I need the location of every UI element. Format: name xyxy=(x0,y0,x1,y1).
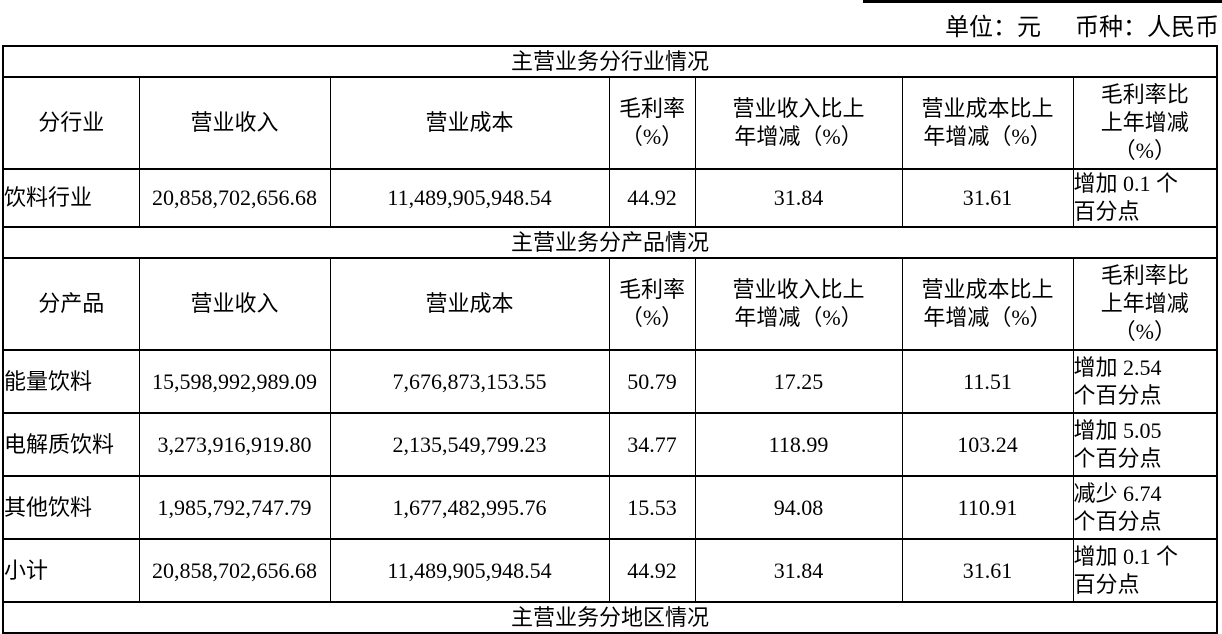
margin-change-cell: 减少 6.74 个百分点 xyxy=(1072,475,1218,540)
value-cell: 31.84 xyxy=(694,538,903,603)
row-label: 小计 xyxy=(2,538,140,603)
table-body: 主营业务分行业情况 分行业 营业收入 营业成本 毛利率 （%） 营业收入比上 年增减（%）… xyxy=(2,45,1218,634)
section-title-row: 主营业务分产品情况 xyxy=(2,226,1218,259)
margin-change-cell: 增加 2.54 个百分点 xyxy=(1072,349,1218,414)
row-label: 其他饮料 xyxy=(2,475,140,540)
unit-label: 单位：元 xyxy=(945,15,1041,41)
value-cell: 31.61 xyxy=(901,168,1074,228)
value-cell: 118.99 xyxy=(694,412,903,477)
value-cell: 3,273,916,919.80 xyxy=(138,412,331,477)
value-cell: 1,677,482,995.76 xyxy=(329,475,610,540)
column-header: 毛利率比 上年增减 （%） xyxy=(1072,257,1218,351)
value-cell: 20,858,702,656.68 xyxy=(138,538,331,603)
column-header: 毛利率 （%） xyxy=(608,257,696,351)
row-label: 饮料行业 xyxy=(2,168,140,228)
table-row: 饮料行业 20,858,702,656.68 11,489,905,948.54 44… xyxy=(2,168,1218,228)
table-row: 电解质饮料 3,273,916,919.80 2,135,549,799.23 34.… xyxy=(2,412,1218,477)
main-business-table: 主营业务分行业情况 分行业 营业收入 营业成本 毛利率 （%） 营业收入比上 年增减（%）… xyxy=(2,45,1219,634)
value-cell: 15.53 xyxy=(608,475,696,540)
column-header: 毛利率比 上年增减 （%） xyxy=(1072,76,1218,170)
unit-currency-line: 单位：元 币种：人民币 xyxy=(945,7,1219,42)
value-cell: 11,489,905,948.54 xyxy=(329,538,610,603)
value-cell: 15,598,992,989.09 xyxy=(138,349,331,414)
value-cell: 34.77 xyxy=(608,412,696,477)
column-header: 营业收入 xyxy=(138,257,331,351)
margin-change-cell: 增加 5.05 个百分点 xyxy=(1072,412,1218,477)
table-row: 其他饮料 1,985,792,747.79 1,677,482,995.76 15.5… xyxy=(2,475,1218,540)
row-label: 电解质饮料 xyxy=(2,412,140,477)
value-cell: 31.61 xyxy=(901,538,1074,603)
column-header: 营业成本比上 年增减（%） xyxy=(901,76,1074,170)
header-row: 分产品 营业收入 营业成本 毛利率 （%） 营业收入比上 年增减（%） 营业成本比上 年增… xyxy=(2,257,1218,351)
column-header: 营业成本 xyxy=(329,76,610,170)
value-cell: 110.91 xyxy=(901,475,1074,540)
top-right-rule xyxy=(863,0,1222,3)
column-header: 分行业 xyxy=(2,76,140,170)
section-title-row: 主营业务分行业情况 xyxy=(2,45,1218,78)
value-cell: 7,676,873,153.55 xyxy=(329,349,610,414)
margin-change-cell: 增加 0.1 个 百分点 xyxy=(1072,538,1218,603)
currency-label: 币种：人民币 xyxy=(1075,15,1219,41)
value-cell: 1,985,792,747.79 xyxy=(138,475,331,540)
margin-change-cell: 增加 0.1 个 百分点 xyxy=(1072,168,1218,228)
value-cell: 2,135,549,799.23 xyxy=(329,412,610,477)
section-title-row: 主营业务分地区情况 xyxy=(2,601,1218,634)
column-header: 营业成本比上 年增减（%） xyxy=(901,257,1074,351)
value-cell: 44.92 xyxy=(608,168,696,228)
value-cell: 20,858,702,656.68 xyxy=(138,168,331,228)
column-header: 毛利率 （%） xyxy=(608,76,696,170)
column-header: 营业收入比上 年增减（%） xyxy=(694,257,903,351)
row-label: 能量饮料 xyxy=(2,349,140,414)
column-header: 营业收入比上 年增减（%） xyxy=(694,76,903,170)
table-row: 能量饮料 15,598,992,989.09 7,676,873,153.55 50.… xyxy=(2,349,1218,414)
value-cell: 17.25 xyxy=(694,349,903,414)
column-header: 营业收入 xyxy=(138,76,331,170)
value-cell: 50.79 xyxy=(608,349,696,414)
section-title: 主营业务分地区情况 xyxy=(2,601,1218,634)
value-cell: 11.51 xyxy=(901,349,1074,414)
value-cell: 94.08 xyxy=(694,475,903,540)
table-row: 小计 20,858,702,656.68 11,489,905,948.54 44.9… xyxy=(2,538,1218,603)
value-cell: 44.92 xyxy=(608,538,696,603)
value-cell: 11,489,905,948.54 xyxy=(329,168,610,228)
column-header: 分产品 xyxy=(2,257,140,351)
section-title: 主营业务分行业情况 xyxy=(2,45,1218,78)
value-cell: 31.84 xyxy=(694,168,903,228)
value-cell: 103.24 xyxy=(901,412,1074,477)
section-title: 主营业务分产品情况 xyxy=(2,226,1218,259)
column-header: 营业成本 xyxy=(329,257,610,351)
header-row: 分行业 营业收入 营业成本 毛利率 （%） 营业收入比上 年增减（%） 营业成本比上 年增… xyxy=(2,76,1218,170)
